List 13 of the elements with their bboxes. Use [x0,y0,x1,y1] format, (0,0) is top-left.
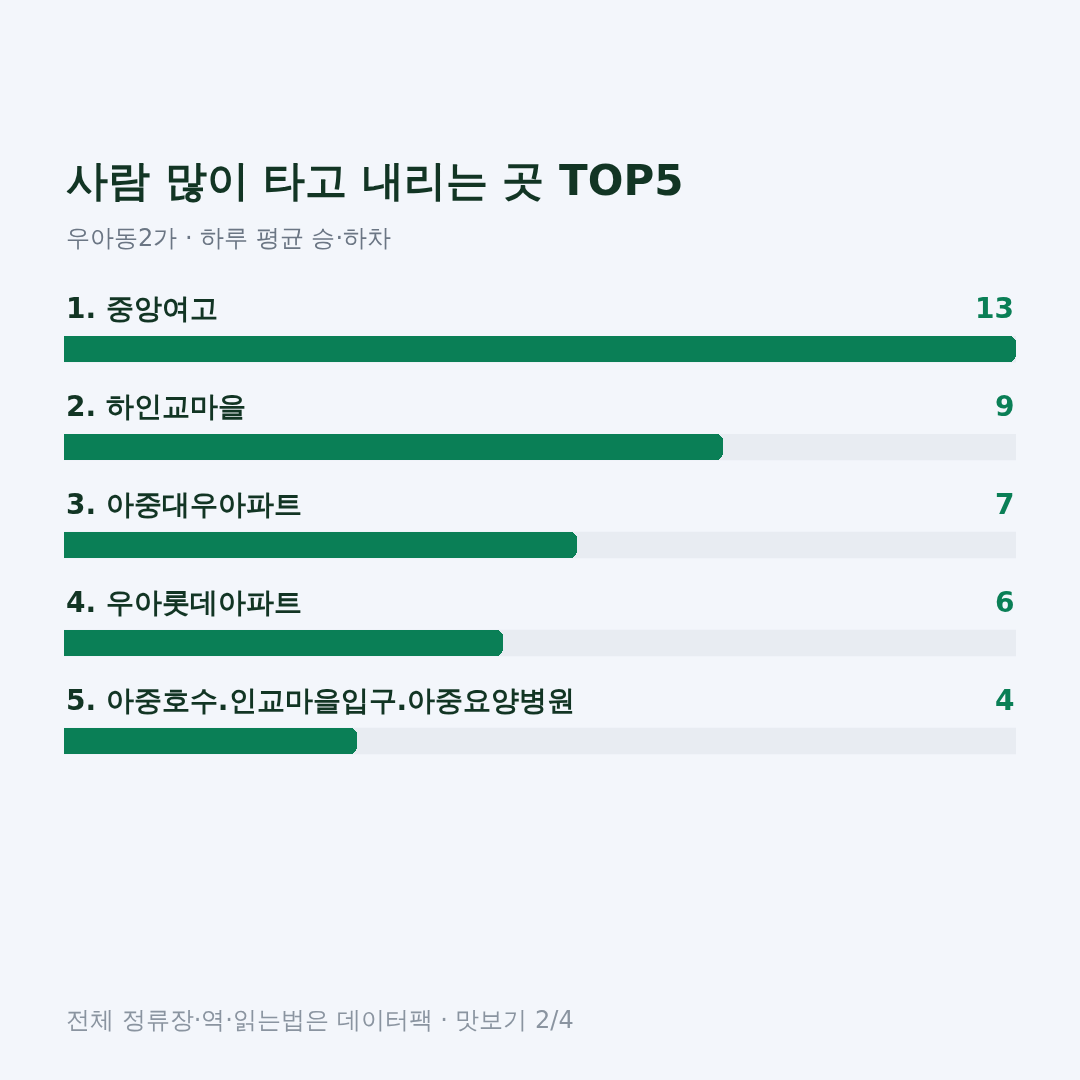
chart-title: 사람 많이 타고 내리는 곳 TOP5 [66,156,684,205]
data-label: 4 [995,684,1015,717]
y-tick-label: 4. 우아롯데아파트 [66,586,302,619]
data-label: 7 [995,488,1015,521]
data-label: 6 [995,586,1015,619]
data-label: 13 [975,292,1014,325]
data-label: 9 [995,390,1015,423]
y-tick-label: 5. 아중호수.인교마을입구.아중요양병원 [66,684,576,717]
chart-subtitle: 우아동2가 · 하루 평균 승·하차 [66,224,392,252]
y-tick-label: 3. 아중대우아파트 [66,488,302,521]
y-tick-label: 1. 중앙여고 [66,292,218,325]
text: 전체 정류장·역·읽는법은 데이터팩 · 맛보기 2/4 [66,1006,574,1034]
y-tick-label: 2. 하인교마을 [66,390,246,423]
